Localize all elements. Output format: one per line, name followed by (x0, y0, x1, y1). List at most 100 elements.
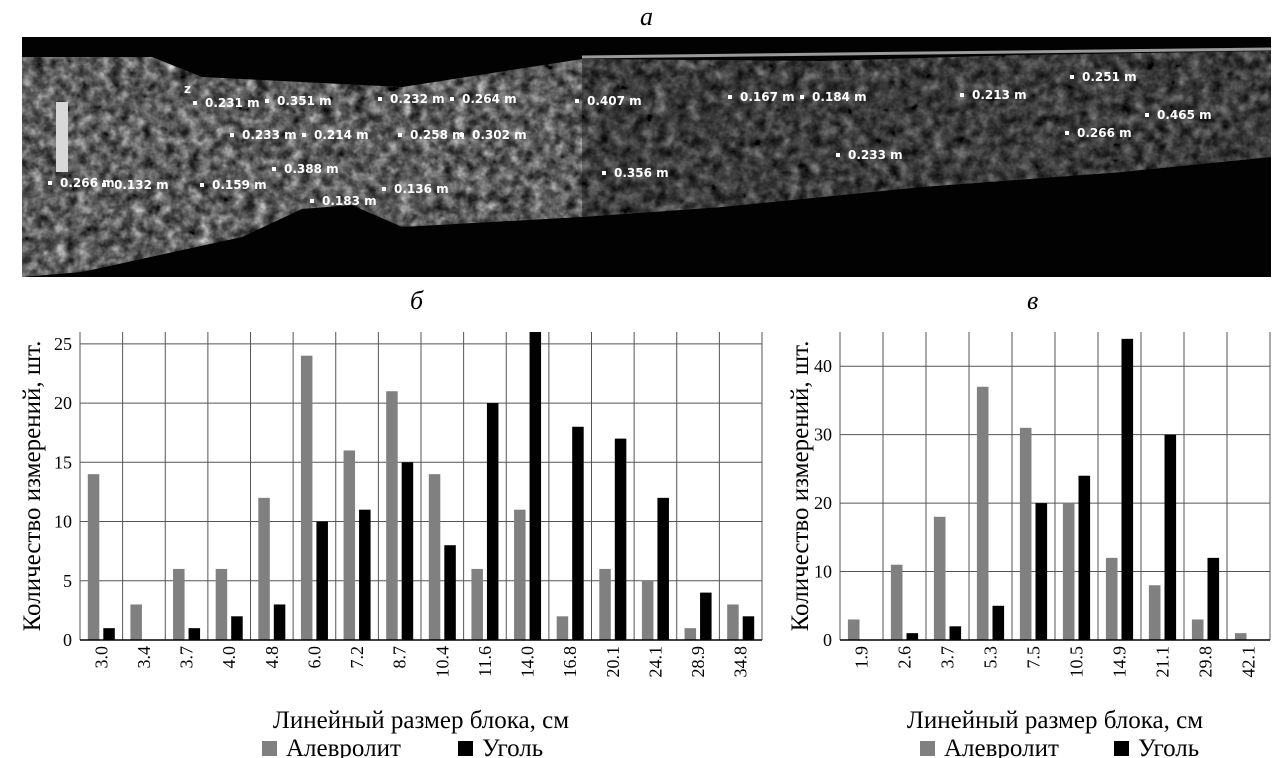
x-tick-label: 11.6 (475, 646, 495, 677)
measurement-point (272, 167, 276, 171)
y-tick-label: 20 (814, 493, 832, 513)
bar-coal (906, 633, 919, 640)
bar-aleurolite (386, 391, 398, 640)
bar-aleurolite (258, 497, 270, 640)
bar-coal (742, 616, 755, 640)
legend-label-coal: Уголь (482, 735, 543, 758)
measurement-point (1065, 131, 1069, 135)
bar-aleurolite (727, 604, 739, 640)
measurement-label: 0.232 m (390, 92, 445, 106)
y-tick-label: 40 (814, 356, 832, 376)
measurement-labels: 0.231 m 0.351 m 0.232 m 0.264 m 0.407 m 0.167… (48, 70, 1212, 208)
bar-aleurolite (684, 628, 697, 640)
measurement-label: 0.233 m (848, 148, 903, 162)
x-tick-label: 28.9 (688, 646, 708, 678)
legend-label-aleurolite: Алевролит (944, 735, 1059, 758)
x-tick-label: 8.7 (390, 646, 410, 669)
x-tick-label: 7.5 (1024, 646, 1044, 669)
x-tick-label: 24.1 (645, 646, 665, 678)
bar-aleurolite (556, 616, 569, 640)
bar-aleurolite (173, 568, 185, 640)
histogram-c: 0 10 20 30 40 1.9 2.6 3.7 5.3 7.5 10.5 14.9 21.1 29.8… (787, 332, 1271, 758)
bar-coal (1207, 557, 1220, 640)
x-tick-label: 10.4 (432, 646, 452, 678)
measurement-point (102, 183, 106, 187)
bar-aleurolite (514, 509, 526, 640)
x-tick-label: 3.7 (938, 646, 958, 669)
measurement-point (265, 99, 269, 103)
legend-swatch-coal (458, 741, 473, 756)
measurement-label: 0.159 m (212, 178, 267, 192)
measurement-point (200, 183, 204, 187)
bar-aleurolite (428, 474, 441, 640)
measurement-label: 0.214 m (314, 128, 369, 142)
x-tick-label: 42.1 (1239, 646, 1259, 678)
measurement-label: 0.351 m (277, 94, 332, 108)
x-tick-label: 14.9 (1110, 646, 1130, 678)
measurement-point (378, 97, 382, 101)
bar-coal (231, 616, 243, 640)
x-tick-label: 4.8 (262, 646, 282, 669)
measurement-point (310, 199, 314, 203)
bar-aleurolite (933, 516, 946, 640)
bar-aleurolite (343, 450, 356, 640)
measurement-point (728, 95, 732, 99)
bar-aleurolite (300, 355, 313, 640)
x-tick-label: 20.1 (603, 646, 623, 678)
measurement-label: 0.184 m (812, 90, 867, 104)
measurement-point (836, 153, 840, 157)
legend-swatch-aleurolite (920, 741, 935, 756)
x-tick-label: 14.0 (518, 646, 538, 678)
measurement-label: 0.183 m (322, 194, 377, 208)
x-tick-label: 1.9 (852, 646, 872, 669)
x-tick-label: 3.4 (134, 646, 154, 669)
bar-coal (529, 332, 542, 640)
x-tick-label: 3.0 (91, 646, 111, 669)
bar-coal (657, 497, 669, 640)
bar-aleurolite (1105, 557, 1118, 640)
x-tick-label: 21.1 (1153, 646, 1173, 678)
y-axis-title: Количество измерений, шт. (787, 341, 814, 632)
measurement-point (460, 133, 464, 137)
bar-coal (316, 521, 328, 640)
bar-aleurolite (599, 568, 611, 640)
measurement-label: 0.266 m (60, 176, 115, 190)
x-axis-title: Линейный размер блока, см (907, 707, 1203, 734)
panel-letter-b: б (410, 286, 424, 315)
measurement-label: 0.266 m (1077, 126, 1132, 140)
bar-aleurolite (847, 619, 860, 640)
x-tick-label: 10.5 (1067, 646, 1087, 678)
y-tick-label: 10 (814, 562, 832, 582)
x-axis-title: Линейный размер блока, см (273, 707, 569, 734)
measurement-point (575, 99, 579, 103)
bar-coal (572, 426, 584, 640)
measurement-point (1070, 75, 1074, 79)
bar-coal (1164, 434, 1177, 640)
bar-coal (700, 592, 712, 640)
measurement-label: 0.233 m (242, 128, 297, 142)
bar-aleurolite (130, 604, 142, 640)
bar-aleurolite (1234, 633, 1247, 640)
measurement-label: 0.388 m (284, 162, 339, 176)
bar-aleurolite (890, 564, 903, 640)
y-tick-label: 30 (814, 425, 832, 445)
y-tick-label: 0 (823, 630, 832, 650)
panel-letter-c: в (1027, 286, 1039, 315)
measurement-point (382, 187, 386, 191)
bar-aleurolite (215, 568, 228, 640)
bar-aleurolite (471, 568, 483, 640)
axis-marker-label: z (184, 82, 191, 96)
measurement-label: 0.302 m (472, 128, 527, 142)
x-tick-label: 4.0 (219, 646, 239, 669)
bar-coal (1078, 475, 1091, 640)
y-axis-title: Количество измерений, шт. (19, 341, 46, 632)
panel-letter-a: а (640, 2, 653, 31)
measurement-label: 0.465 m (1157, 108, 1212, 122)
measurement-label: 0.264 m (462, 92, 517, 106)
x-tick-label: 16.8 (560, 646, 580, 678)
measurement-point (800, 95, 804, 99)
bar-coal (486, 403, 499, 640)
y-tick-label: 5 (63, 571, 72, 591)
measurement-point (193, 101, 197, 105)
measurement-label: 0.258 m (410, 128, 465, 142)
